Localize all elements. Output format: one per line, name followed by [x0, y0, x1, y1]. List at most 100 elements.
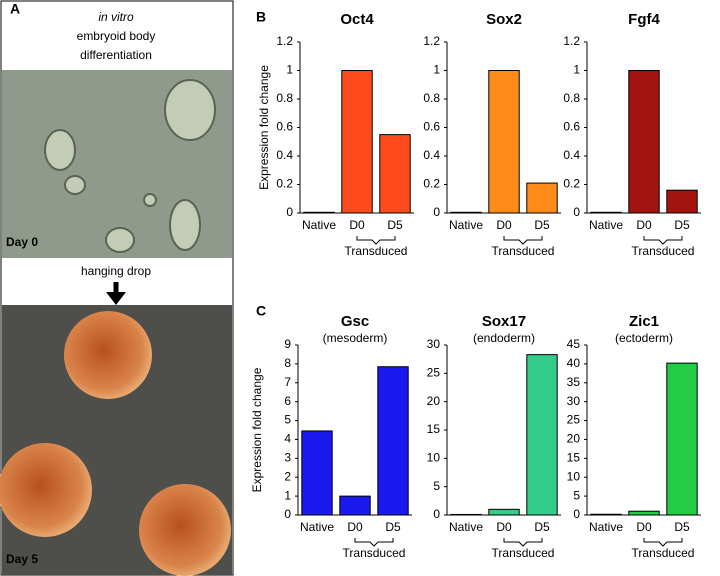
group-label: Transduced — [632, 546, 695, 560]
embryoid-body — [139, 484, 231, 576]
bar — [590, 211, 622, 214]
group-bracket — [503, 236, 543, 245]
bar — [628, 70, 660, 214]
bar — [488, 70, 520, 214]
x-tick-label: D5 — [674, 218, 690, 232]
y-tick-label: 0.8 — [563, 91, 580, 105]
chart-title: Sox2 — [486, 11, 522, 28]
panel-label: A — [10, 1, 20, 17]
y-tick-label: 0 — [573, 507, 580, 521]
y-tick-label: 0.2 — [423, 177, 440, 191]
y-tick-label: 25 — [427, 366, 441, 380]
y-tick-label: 2 — [284, 469, 291, 483]
y-tick-label: 1.2 — [423, 34, 440, 48]
chart-subtitle: (ectoderm) — [615, 331, 673, 345]
y-tick-label: 20 — [567, 432, 581, 446]
bar — [666, 362, 698, 516]
chart-title: Zic1 — [629, 313, 659, 330]
y-tick-label: 1 — [286, 63, 293, 77]
y-tick-label: 0.4 — [276, 148, 293, 162]
bar — [339, 495, 371, 516]
y-tick-label: 20 — [427, 394, 441, 408]
chart-subtitle: (endoderm) — [473, 331, 535, 345]
y-tick-label: 10 — [427, 451, 441, 465]
y-tick-label: 0 — [433, 205, 440, 219]
panel-a-title: embryoid body — [77, 29, 156, 43]
x-tick-label: Native — [449, 520, 483, 534]
y-tick-label: 0.2 — [276, 177, 293, 191]
panel-a-title: in vitro — [98, 10, 134, 24]
bar — [488, 508, 520, 516]
chart-subtitle: (mesoderm) — [323, 331, 388, 345]
arrow-head — [106, 292, 126, 305]
y-tick-label: 10 — [567, 469, 581, 483]
y-tick-label: 0.4 — [563, 148, 580, 162]
bar — [303, 211, 335, 214]
y-tick-label: 5 — [284, 413, 291, 427]
y-tick-label: 1.2 — [563, 34, 580, 48]
x-tick-label: Native — [589, 218, 623, 232]
step-label: hanging drop — [81, 264, 151, 278]
x-tick-label: D5 — [674, 520, 690, 534]
y-tick-label: 0 — [433, 507, 440, 521]
day-label: Day 5 — [6, 552, 38, 566]
embryoid-body — [64, 311, 152, 399]
y-tick-label: 0.8 — [423, 91, 440, 105]
day-label: Day 0 — [6, 235, 38, 249]
y-tick-label: 9 — [284, 337, 291, 351]
x-tick-label: D5 — [534, 218, 550, 232]
y-tick-label: 0.6 — [276, 120, 293, 134]
group-label: Transduced — [492, 546, 555, 560]
x-tick-label: Native — [449, 218, 483, 232]
x-tick-label: D0 — [496, 520, 512, 534]
x-tick-label: D0 — [349, 218, 365, 232]
panel-label: C — [256, 303, 266, 319]
bar — [341, 70, 373, 214]
y-axis-label: Expression fold change — [257, 65, 271, 190]
y-tick-label: 3 — [284, 451, 291, 465]
x-tick-label: D0 — [347, 520, 363, 534]
y-tick-label: 1 — [284, 488, 291, 502]
x-tick-label: D5 — [534, 520, 550, 534]
x-tick-label: Native — [302, 218, 336, 232]
x-tick-label: D5 — [385, 520, 401, 534]
y-tick-label: 8 — [284, 356, 291, 370]
group-bracket — [643, 538, 683, 547]
group-bracket — [643, 236, 683, 245]
bar — [379, 134, 411, 214]
group-bracket — [503, 538, 543, 547]
y-tick-label: 7 — [284, 375, 291, 389]
panel-a-title: differentiation — [80, 48, 152, 62]
bar — [666, 189, 698, 214]
y-tick-label: 15 — [567, 451, 581, 465]
y-tick-label: 0 — [573, 205, 580, 219]
y-tick-label: 0.6 — [423, 120, 440, 134]
cells — [44, 79, 216, 253]
y-tick-label: 1.2 — [276, 34, 293, 48]
group-label: Transduced — [492, 244, 555, 258]
x-tick-label: D5 — [387, 218, 403, 232]
y-tick-label: 30 — [427, 337, 441, 351]
x-tick-label: D0 — [636, 520, 652, 534]
bar — [450, 513, 482, 516]
y-tick-label: 0 — [286, 205, 293, 219]
y-tick-label: 45 — [567, 337, 581, 351]
x-tick-label: D0 — [636, 218, 652, 232]
y-tick-label: 1 — [573, 63, 580, 77]
y-tick-label: 25 — [567, 413, 581, 427]
y-tick-label: 0.4 — [423, 148, 440, 162]
panel-label: B — [256, 9, 266, 25]
group-bracket — [356, 236, 396, 245]
y-tick-label: 15 — [427, 422, 441, 436]
y-tick-label: 5 — [573, 488, 580, 502]
y-tick-label: 1 — [433, 63, 440, 77]
y-tick-label: 35 — [567, 375, 581, 389]
x-tick-label: Native — [589, 520, 623, 534]
y-tick-label: 4 — [284, 432, 291, 446]
chart-title: Sox17 — [482, 313, 526, 330]
y-tick-label: 5 — [433, 479, 440, 493]
y-tick-label: 30 — [567, 394, 581, 408]
chart-title: Oct4 — [340, 11, 374, 28]
group-bracket — [354, 538, 394, 547]
y-tick-label: 0.6 — [563, 120, 580, 134]
